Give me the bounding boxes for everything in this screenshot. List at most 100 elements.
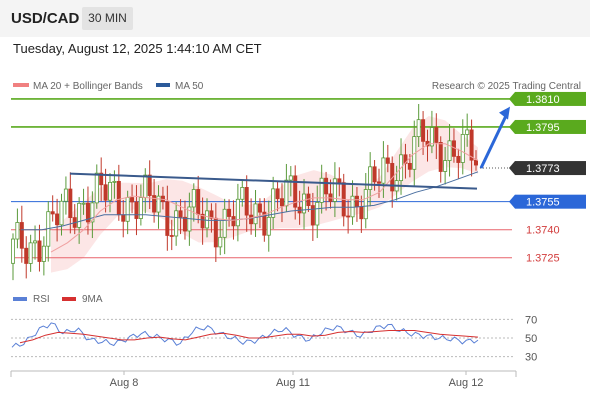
resistance-label-1: 1.3795 — [526, 122, 560, 134]
candle-body-35 — [165, 201, 170, 236]
candle-body-48 — [222, 208, 227, 238]
price-levels — [11, 98, 512, 259]
candle-body-30 — [143, 174, 148, 198]
candle-body-41 — [191, 189, 196, 208]
rsi-tick-label-70: 70 — [525, 314, 537, 326]
rsi-legend-swatch — [13, 297, 27, 301]
resistance-label-0: 1.3810 — [526, 94, 560, 106]
candle-body-24 — [116, 180, 121, 216]
candle-body-53 — [244, 187, 249, 216]
candle-body-90 — [407, 162, 412, 170]
candle-body-23 — [112, 180, 117, 183]
support-label-5: 1.3725 — [526, 253, 560, 265]
last-label-2: 1.3773 — [526, 163, 560, 175]
candle-body-56 — [257, 203, 262, 213]
candle-body-44 — [205, 210, 210, 229]
resistance-label-box-1 — [515, 119, 586, 134]
candle-body-64 — [293, 175, 298, 208]
candle-body-79 — [359, 206, 364, 220]
interval-button[interactable]: 30 MIN — [82, 7, 133, 30]
rsi-ma-legend-swatch — [62, 297, 76, 301]
rsi-tick-label-30: 30 — [525, 352, 537, 364]
x-tick-label-0: Aug 8 — [110, 377, 139, 389]
candle-body-73 — [332, 178, 337, 202]
candle-body-102 — [460, 134, 465, 163]
rsi-tick-label-50: 50 — [525, 333, 537, 345]
candle-body-92 — [416, 119, 421, 137]
candle-body-19 — [94, 172, 99, 204]
candle-body-71 — [324, 177, 329, 195]
ma20-legend-swatch — [13, 83, 29, 87]
candle-body-80 — [363, 189, 368, 220]
candles — [10, 104, 478, 281]
datetime: Tuesday, August 12, 2025 1:44:10 AM CET — [13, 41, 262, 56]
forecast-arrow-head — [499, 106, 510, 120]
candle-body-101 — [456, 155, 461, 163]
candle-body-2 — [19, 222, 24, 249]
candle-body-85 — [385, 157, 390, 164]
candle-body-95 — [429, 127, 434, 147]
candle-body-38 — [178, 210, 183, 218]
rsi-ma-legend: 9MA — [82, 294, 103, 305]
candle-body-68 — [310, 205, 315, 226]
candle-body-70 — [319, 177, 324, 203]
candle-body-13 — [68, 188, 73, 218]
candle-body-26 — [125, 197, 130, 222]
candle-body-20 — [99, 172, 104, 186]
pivot-label-3: 1.3755 — [526, 197, 560, 209]
candle-body-9 — [50, 211, 55, 215]
candle-body-46 — [213, 217, 218, 248]
candle-body-32 — [152, 195, 157, 213]
candle-body-27 — [130, 197, 135, 203]
x-tick-label-1: Aug 11 — [276, 377, 310, 389]
candle-body-47 — [218, 236, 223, 248]
candle-body-104 — [469, 129, 474, 161]
candle-body-42 — [196, 189, 201, 215]
resistance-label-pointer-1 — [509, 119, 515, 134]
rsi-line — [11, 322, 479, 348]
candle-body-98 — [443, 160, 448, 172]
candle-body-83 — [376, 181, 381, 184]
candle-body-50 — [231, 216, 236, 227]
candle-body-84 — [381, 157, 386, 184]
candle-body-36 — [169, 235, 174, 237]
support-label-4: 1.3740 — [526, 225, 560, 237]
candle-body-28 — [134, 201, 139, 219]
candle-body-57 — [262, 211, 267, 236]
candle-body-96 — [434, 127, 439, 143]
candle-body-22 — [108, 181, 113, 201]
resistance-label-box-0 — [515, 91, 586, 106]
candle-body-60 — [275, 188, 280, 200]
resistance-label-pointer-0 — [509, 91, 515, 106]
candle-body-58 — [266, 216, 271, 236]
candle-body-54 — [249, 214, 254, 225]
candle-body-81 — [368, 166, 373, 190]
candle-body-69 — [315, 202, 320, 226]
candle-body-21 — [103, 184, 108, 201]
candle-body-3 — [24, 247, 29, 264]
pivot-label-box-3 — [515, 194, 586, 209]
candle-body-5 — [33, 240, 38, 244]
candle-body-12 — [63, 188, 68, 202]
symbol-title: USD/CAD — [11, 10, 80, 27]
ma50-legend: MA 50 — [175, 81, 204, 92]
candle-body-93 — [421, 119, 426, 142]
candle-body-37 — [174, 210, 179, 237]
candle-body-7 — [41, 245, 46, 262]
level-labels: 1.3810 1.3795 1.3773 1.3755 1.3740 1.3725 — [509, 91, 586, 265]
candle-body-25 — [121, 214, 126, 222]
candle-body-82 — [372, 166, 377, 183]
trendline — [69, 172, 478, 190]
candle-body-6 — [37, 240, 42, 262]
ma20-legend: MA 20 + Bollinger Bands — [33, 81, 143, 92]
candle-body-99 — [447, 140, 452, 161]
candle-body-4 — [28, 242, 33, 264]
candle-body-103 — [465, 129, 470, 135]
candle-body-17 — [85, 202, 90, 223]
candle-body-55 — [253, 203, 258, 225]
candle-body-62 — [284, 179, 289, 207]
candle-body-39 — [182, 216, 187, 232]
candle-body-49 — [227, 208, 232, 217]
candle-body-77 — [350, 195, 355, 218]
